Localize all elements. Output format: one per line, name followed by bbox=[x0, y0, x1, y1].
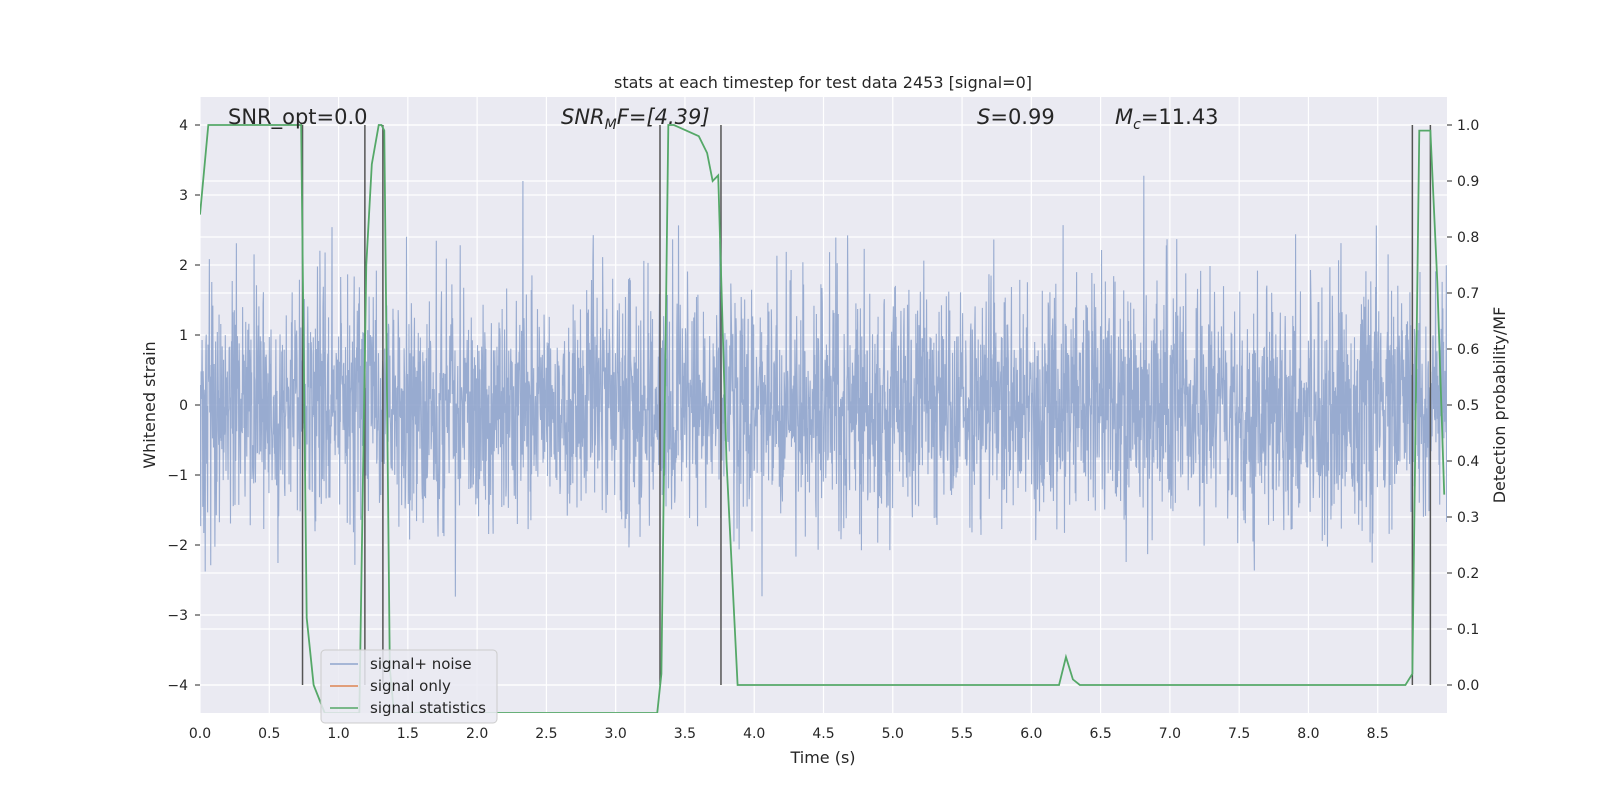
y2-axis-label: Detection probability/MF bbox=[1490, 307, 1509, 504]
y2-tick-label: 0.0 bbox=[1457, 678, 1479, 694]
x-tick-label: 6.5 bbox=[1089, 726, 1111, 742]
signal-statistics-line bbox=[200, 124, 1446, 713]
y-axis-label: Whitened strain bbox=[140, 341, 159, 468]
x-tick-label: 2.5 bbox=[535, 726, 557, 742]
x-tick-label: 3.0 bbox=[605, 726, 627, 742]
y2-tick-label: 0.4 bbox=[1457, 454, 1479, 470]
legend-label-signal-statistics: signal statistics bbox=[370, 699, 486, 717]
signal-noise-series bbox=[200, 175, 1447, 597]
y-tick-label: 1 bbox=[179, 328, 188, 344]
x-tick-label: 5.0 bbox=[882, 726, 904, 742]
y-tick-label: 4 bbox=[179, 118, 188, 134]
annotation-mc: Mc=11.43 bbox=[1115, 105, 1219, 133]
x-tick-label: 1.0 bbox=[327, 726, 349, 742]
y-tick-label: −1 bbox=[167, 468, 188, 484]
y2-tick-label: 0.3 bbox=[1457, 510, 1479, 526]
signal-noise-line bbox=[200, 175, 1447, 597]
y2-tick-label: 0.2 bbox=[1457, 566, 1479, 582]
y2-tick-label: 1.0 bbox=[1457, 118, 1479, 134]
x-tick-label: 6.0 bbox=[1020, 726, 1042, 742]
x-tick-label: 1.5 bbox=[397, 726, 419, 742]
y2-tick-label: 0.1 bbox=[1457, 622, 1479, 638]
y-tick-label: 2 bbox=[179, 258, 188, 274]
legend-label-signal-noise: signal+ noise bbox=[370, 655, 472, 673]
y2-tick-label: 0.5 bbox=[1457, 398, 1479, 414]
annotation-mc-rest: =11.43 bbox=[1141, 105, 1219, 129]
annotation-s-stat-var: S bbox=[977, 105, 990, 129]
x-tick-label: 0.5 bbox=[258, 726, 280, 742]
annotation-mc-sub: c bbox=[1133, 117, 1141, 133]
annotation-snr-mf: SNRMF=[4.39] bbox=[561, 105, 710, 133]
annotation-s-stat-rest: =0.99 bbox=[990, 105, 1054, 129]
annotation-snr-mf-sub: M bbox=[605, 117, 617, 133]
x-tick-label: 7.0 bbox=[1159, 726, 1181, 742]
y2-tick-label: 0.7 bbox=[1457, 286, 1479, 302]
legend: signal+ noise signal only signal statist… bbox=[320, 649, 498, 724]
y-tick-label: 0 bbox=[179, 398, 188, 414]
legend-box bbox=[320, 649, 498, 724]
annotation-snr-mf-base: SNR bbox=[561, 105, 605, 129]
x-tick-label: 2.0 bbox=[466, 726, 488, 742]
signal-statistics-series bbox=[200, 124, 1446, 713]
x-tick-label: 8.5 bbox=[1367, 726, 1389, 742]
y-tick-label: −2 bbox=[167, 538, 188, 554]
y-tick-label: 3 bbox=[179, 188, 188, 204]
x-tick-label: 7.5 bbox=[1228, 726, 1250, 742]
x-tick-label: 4.0 bbox=[743, 726, 765, 742]
y2-axis-ticks: 1.0 0.9 0.8 0.7 0.6 0.5 0.4 0.3 0.2 0.1 0.0 bbox=[1447, 118, 1479, 694]
x-tick-label: 5.5 bbox=[951, 726, 973, 742]
y-tick-label: −4 bbox=[167, 678, 188, 694]
chart-title: stats at each timestep for test data 245… bbox=[614, 73, 1032, 92]
x-axis-ticks: 0.0 0.5 1.0 1.5 2.0 2.5 3.0 3.5 4.0 4.5 5.0 5.5 6.0 6… bbox=[189, 726, 1389, 742]
annotation-snr-mf-rest: F=[4.39] bbox=[617, 105, 710, 129]
annotation-s-stat: S=0.99 bbox=[977, 105, 1055, 129]
x-axis-label: Time (s) bbox=[789, 748, 855, 767]
x-tick-label: 4.5 bbox=[812, 726, 834, 742]
annotation-snr-opt: SNR_opt=0.0 bbox=[228, 105, 368, 130]
y2-tick-label: 0.6 bbox=[1457, 342, 1479, 358]
x-tick-label: 3.5 bbox=[674, 726, 696, 742]
x-tick-label: 0.0 bbox=[189, 726, 211, 742]
annotation-mc-var: M bbox=[1115, 105, 1133, 129]
y2-tick-label: 0.9 bbox=[1457, 174, 1479, 190]
y-tick-label: −3 bbox=[167, 608, 188, 624]
y-axis-ticks: 4 3 2 1 0 −1 −2 −3 −4 bbox=[167, 118, 200, 694]
x-tick-label: 8.0 bbox=[1297, 726, 1319, 742]
y2-tick-label: 0.8 bbox=[1457, 230, 1479, 246]
legend-label-signal-only: signal only bbox=[370, 677, 451, 695]
